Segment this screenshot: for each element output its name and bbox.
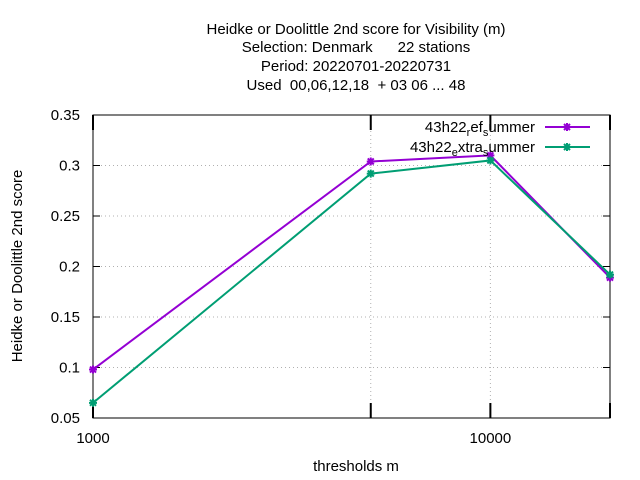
chart-title-line-1: Heidke or Doolittle 2nd score for Visibi… [207, 21, 506, 38]
chart-title-line-4: Used 00,06,12,18 + 03 06 ... 48 [247, 77, 466, 94]
data-point [486, 151, 495, 160]
legend-label-part: xtra [458, 139, 484, 156]
y-tick-label: 0.25 [51, 208, 80, 225]
legend-label-part: ef [470, 119, 483, 136]
series-2 [89, 156, 614, 407]
y-tick-label: 0.35 [51, 107, 80, 124]
y-tick-label: 0.05 [51, 410, 80, 427]
legend-label-subscript: s [483, 127, 489, 139]
y-tick-label: 0.3 [59, 158, 80, 175]
y-tick-label: 0.2 [59, 259, 80, 276]
legend-label-part: ummer [488, 119, 535, 136]
legend-marker [563, 123, 571, 131]
legend-label-part: ummer [488, 139, 535, 156]
legend-label: 43h22refsummer [425, 119, 535, 139]
data-point [606, 270, 614, 279]
x-tick-label: 1000 [76, 430, 109, 447]
x-tick-label: 10000 [470, 430, 512, 447]
y-tick-label: 0.1 [59, 360, 80, 377]
series-line [92, 159, 611, 404]
data-point [486, 156, 495, 165]
axes: 0.05 0.1 0.15 0.2 0.25 0.3 0.35 1000 10000 [51, 107, 611, 447]
chart-title: Heidke or Doolittle 2nd score for Visibi… [207, 21, 506, 94]
legend-label-subscript: r [467, 127, 471, 139]
chart-title-line-3: Period: 20220701-20220731 [261, 58, 451, 75]
grid [93, 115, 610, 418]
y-tick-label: 0.15 [51, 309, 80, 326]
legend-label-part: 43h22 [410, 139, 452, 156]
legend-marker [563, 143, 571, 151]
legend-label-subscript: e [452, 147, 458, 159]
data-point [89, 398, 97, 407]
legend-label-part: 43h22 [425, 119, 467, 136]
legend-label: 43h22extrasummer [410, 139, 535, 159]
data-point [89, 365, 97, 374]
series-line [92, 154, 611, 371]
legend-label-subscript: s [483, 147, 489, 159]
chart-title-line-2: Selection: Denmark 22 stations [242, 39, 470, 56]
data-point [366, 157, 375, 166]
plot-frame [92, 114, 611, 419]
series-layer [89, 151, 614, 407]
y-axis-label: Heidke or Doolittle 2nd score [9, 170, 26, 363]
x-axis-label: thresholds m [313, 458, 399, 475]
data-point [366, 169, 375, 178]
